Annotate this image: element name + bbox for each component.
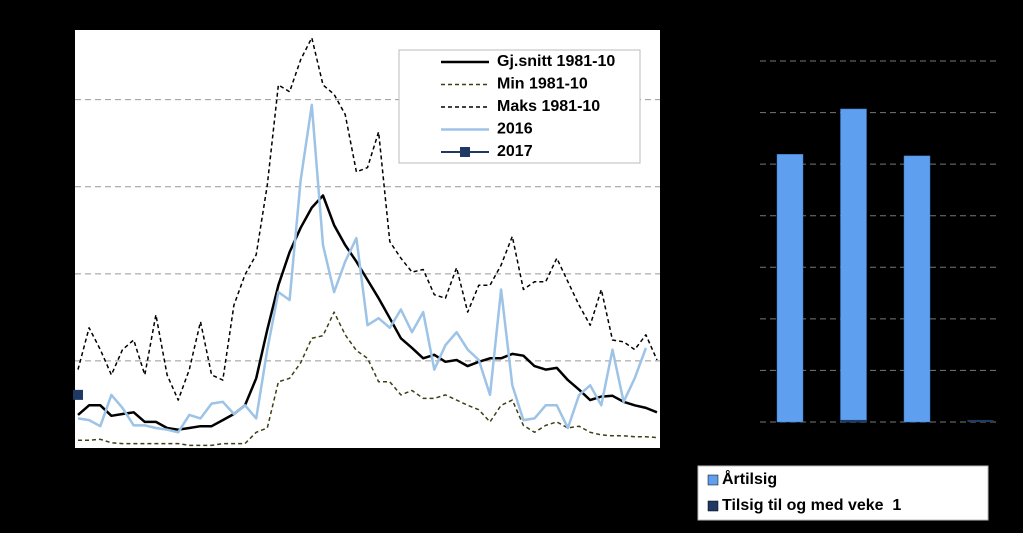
legend-label: 2016 bbox=[497, 121, 533, 138]
y-tick-label: 0 bbox=[58, 439, 67, 456]
series-line bbox=[78, 311, 658, 447]
legend-label: Maks 1981-10 bbox=[497, 98, 600, 115]
y-tick-label: 40 bbox=[49, 91, 67, 108]
legend-swatch bbox=[460, 147, 470, 157]
y-tick-label: 5 bbox=[743, 155, 752, 172]
bar bbox=[776, 154, 804, 423]
legend-label: Gj.snitt 1981-10 bbox=[497, 53, 615, 70]
series-line bbox=[77, 194, 658, 431]
legend-box bbox=[697, 465, 989, 521]
marker bbox=[73, 389, 83, 400]
y-tick-label: 6 bbox=[743, 104, 752, 121]
y-tick-label: 2 bbox=[743, 310, 752, 327]
y-tick-label: 7 bbox=[743, 52, 752, 69]
bar bbox=[967, 419, 994, 422]
legend-swatch bbox=[707, 474, 719, 486]
legend-label: Årtilsig bbox=[722, 469, 777, 488]
series-line bbox=[77, 37, 658, 401]
bar bbox=[840, 108, 867, 423]
y-tick-label: 0 bbox=[743, 413, 752, 430]
y-tick-label: 10 bbox=[49, 352, 67, 369]
legend-label: Min 1981-10 bbox=[497, 76, 588, 93]
bar bbox=[840, 419, 867, 422]
legend-label: Tilsig til og med veke 1 bbox=[722, 497, 901, 514]
legend-swatch bbox=[707, 500, 719, 512]
y-tick-label: 3 bbox=[743, 259, 752, 276]
series-line bbox=[77, 103, 648, 434]
y-tick-label: 1 bbox=[743, 362, 752, 379]
y-tick-label: 4 bbox=[743, 207, 752, 224]
y-tick-label: 20 bbox=[49, 265, 67, 282]
bar bbox=[903, 155, 931, 423]
legend-label: 2017 bbox=[497, 143, 533, 160]
y-tick-label: 30 bbox=[49, 178, 67, 195]
legend-box bbox=[398, 49, 641, 164]
